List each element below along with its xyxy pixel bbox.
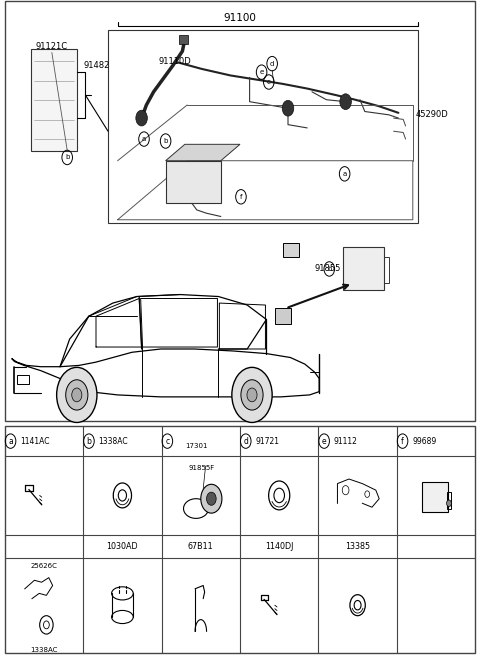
Text: 91112: 91112 <box>334 437 358 445</box>
Circle shape <box>247 388 257 401</box>
Text: 1030AD: 1030AD <box>107 542 138 551</box>
Text: d: d <box>243 437 248 445</box>
Circle shape <box>340 94 351 110</box>
Text: 25626C: 25626C <box>31 563 58 569</box>
Text: a: a <box>142 136 146 142</box>
Text: c: c <box>267 79 271 85</box>
Circle shape <box>206 492 216 505</box>
Text: 91721: 91721 <box>255 437 279 445</box>
Text: d: d <box>270 60 275 67</box>
Bar <box>421 482 448 512</box>
Text: b: b <box>327 266 332 272</box>
Text: 91100: 91100 <box>224 12 256 23</box>
Text: 91110D: 91110D <box>158 56 191 66</box>
Text: 91855: 91855 <box>314 264 341 273</box>
Text: e: e <box>322 437 326 445</box>
Circle shape <box>57 367 97 422</box>
Circle shape <box>282 100 294 116</box>
Text: 1140DJ: 1140DJ <box>265 542 293 551</box>
Text: c: c <box>165 437 169 445</box>
Text: b: b <box>65 154 70 161</box>
Bar <box>5 1 475 421</box>
Text: 67B11: 67B11 <box>188 542 214 551</box>
Text: 45290D: 45290D <box>415 110 448 119</box>
Bar <box>166 161 221 203</box>
Text: e: e <box>260 69 264 75</box>
Bar <box>17 375 29 384</box>
Bar <box>446 492 451 508</box>
Text: a: a <box>8 437 13 445</box>
Bar <box>5 426 475 653</box>
Circle shape <box>136 110 147 126</box>
Bar <box>343 247 384 290</box>
Bar <box>179 35 188 44</box>
Circle shape <box>232 367 272 422</box>
Text: 1338AC: 1338AC <box>98 437 128 445</box>
Text: 91855F: 91855F <box>189 465 215 471</box>
Text: b: b <box>86 437 91 445</box>
Circle shape <box>201 484 222 513</box>
Circle shape <box>66 380 88 410</box>
Bar <box>384 257 389 283</box>
Text: b: b <box>163 138 168 144</box>
Bar <box>275 308 291 324</box>
Circle shape <box>72 388 82 401</box>
Text: 1141AC: 1141AC <box>20 437 49 445</box>
Polygon shape <box>166 144 240 161</box>
Text: 99689: 99689 <box>412 437 436 445</box>
Text: 91482: 91482 <box>83 61 109 70</box>
Text: f: f <box>240 194 242 200</box>
Text: a: a <box>343 171 347 177</box>
Text: 13385: 13385 <box>345 542 370 551</box>
Text: f: f <box>401 437 404 445</box>
Circle shape <box>241 380 263 410</box>
Text: 1338AC: 1338AC <box>30 647 58 653</box>
Bar <box>283 243 299 257</box>
Text: 91121C: 91121C <box>36 42 68 51</box>
Circle shape <box>446 500 451 506</box>
Bar <box>31 49 77 151</box>
Bar <box>108 30 418 223</box>
Text: 17301: 17301 <box>185 443 207 449</box>
